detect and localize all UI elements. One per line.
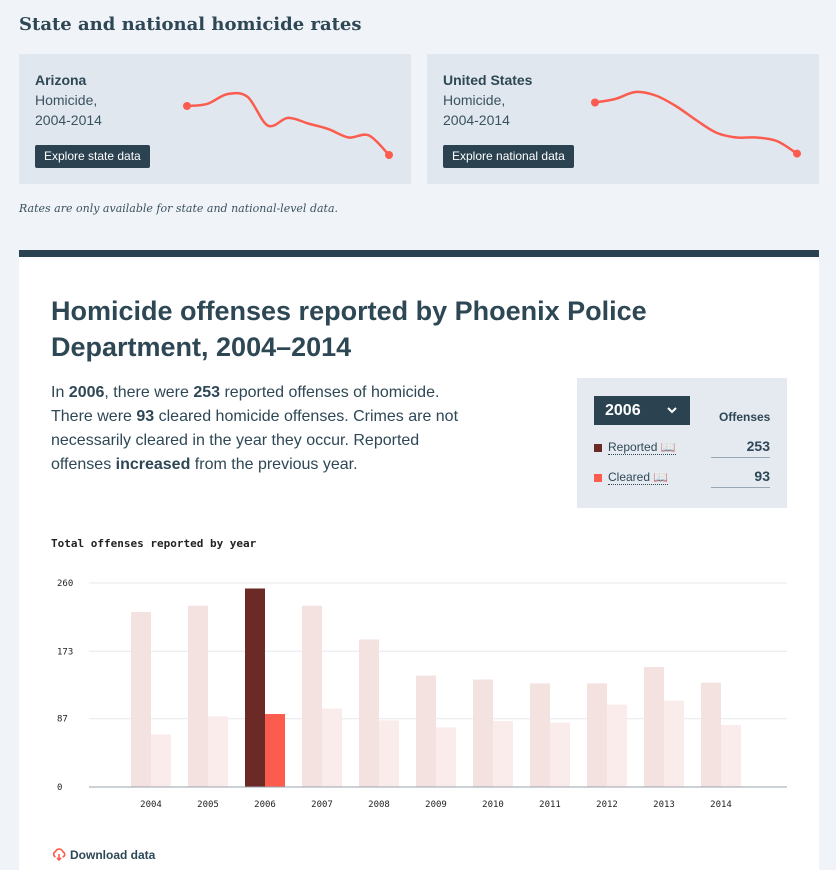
bar-reported-2005[interactable]: [188, 605, 208, 787]
bar-cleared-2014[interactable]: [721, 725, 741, 787]
bar-cleared-2008[interactable]: [379, 720, 399, 787]
summary-part: , there were: [104, 384, 194, 401]
chevron-down-icon: [666, 396, 678, 435]
sparkline-endpoint: [183, 102, 191, 110]
bar-cleared-2006[interactable]: [265, 714, 285, 787]
year-select[interactable]: 2006: [594, 396, 690, 425]
state-years: 2004-2014: [35, 112, 102, 128]
offenses-column-header: Offenses: [719, 410, 771, 424]
sparkline-path: [594, 90, 798, 155]
bar-reported-2006[interactable]: [245, 588, 265, 787]
y-tick-label: 173: [57, 647, 73, 657]
bar-cleared-2010[interactable]: [493, 721, 513, 787]
bar-reported-2013[interactable]: [644, 666, 664, 787]
cleared-label[interactable]: Cleared 📖: [608, 470, 669, 485]
bar-cleared-2009[interactable]: [436, 727, 456, 787]
state-name: Arizona: [35, 72, 87, 88]
rates-note: Rates are only available for state and n…: [19, 202, 339, 215]
national-offense: Homicide,: [443, 92, 506, 108]
panel-title: Homicide offenses reported by Phoenix Po…: [51, 296, 647, 362]
y-tick-label: 260: [57, 579, 73, 589]
summary-part: from the previous year.: [190, 456, 358, 473]
sparkline-endpoint: [793, 149, 801, 158]
bar-reported-2010[interactable]: [473, 679, 493, 787]
bar-cleared-2012[interactable]: [607, 704, 627, 787]
state-trend-sparkline: [183, 91, 393, 159]
x-tick-label: 2007: [311, 800, 333, 810]
reported-label[interactable]: Reported 📖: [608, 440, 676, 455]
bar-cleared-2004[interactable]: [151, 734, 171, 787]
y-tick-label: 0: [57, 783, 62, 793]
cleared-swatch: [594, 474, 602, 482]
x-tick-label: 2004: [140, 800, 162, 810]
x-tick-label: 2008: [368, 800, 390, 810]
bar-reported-2012[interactable]: [587, 683, 607, 787]
reported-value: 253: [711, 438, 770, 458]
explore-national-button[interactable]: Explore national data: [443, 145, 574, 168]
summary-part: reported offenses of homicide. There wer…: [51, 384, 440, 425]
bar-reported-2007[interactable]: [302, 605, 322, 787]
bar-reported-2014[interactable]: [701, 682, 721, 787]
national-trend-sparkline: [591, 90, 801, 158]
offenses-panel: Homicide offenses reported by Phoenix Po…: [19, 250, 819, 870]
sparkline-endpoint: [385, 151, 393, 159]
summary-trend: increased: [115, 456, 191, 473]
download-data-link[interactable]: Download data: [52, 848, 155, 864]
bar-reported-2011[interactable]: [530, 683, 550, 787]
bar-reported-2004[interactable]: [131, 612, 151, 787]
explore-state-button[interactable]: Explore state data: [35, 145, 150, 168]
offenses-bar-chart: 0 87 173 260 2004 2005 2006 2007 2008 2009 2010 201…: [57, 579, 787, 810]
reported-swatch: [594, 444, 602, 452]
cloud-download-icon: [52, 848, 66, 864]
summary-reported: 253: [193, 384, 221, 401]
sparkline-endpoint: [591, 98, 599, 107]
bar-cleared-2013[interactable]: [664, 700, 684, 787]
legend-row-cleared: Cleared 📖 93: [594, 468, 770, 488]
state-offense: Homicide,: [35, 92, 98, 108]
x-tick-label: 2011: [539, 800, 561, 810]
bar-cleared-2007[interactable]: [322, 708, 342, 787]
x-tick-label: 2006: [254, 800, 276, 810]
section-title: State and national homicide rates: [19, 14, 362, 35]
x-tick-label: 2013: [653, 800, 675, 810]
x-tick-label: 2005: [197, 800, 219, 810]
year-select-value: 2006: [605, 402, 641, 419]
x-tick-label: 2014: [710, 800, 732, 810]
legend-row-reported: Reported 📖 253: [594, 438, 770, 458]
bar-reported-2009[interactable]: [416, 675, 436, 787]
download-label: Download data: [70, 848, 156, 863]
x-tick-label: 2010: [482, 800, 504, 810]
summary-part: cleared homicide offenses. Crimes are no…: [51, 408, 459, 473]
summary-year: 2006: [68, 384, 105, 401]
summary-part: In: [51, 384, 69, 401]
state-rate-card: Arizona Homicide, 2004-2014 Explore stat…: [19, 54, 411, 184]
bar-reported-2008[interactable]: [359, 639, 379, 787]
x-tick-label: 2012: [596, 800, 618, 810]
bar-cleared-2005[interactable]: [208, 716, 228, 787]
summary-cleared: 93: [136, 408, 155, 425]
cleared-value: 93: [711, 468, 770, 488]
chart-title: Total offenses reported by year: [51, 537, 257, 550]
national-years: 2004-2014: [443, 112, 510, 128]
x-tick-label: 2009: [425, 800, 447, 810]
bar-cleared-2011[interactable]: [550, 722, 570, 787]
year-legend: 2006 Offenses Reported 📖 253 Cleared 📖 9…: [577, 378, 787, 508]
national-name: United States: [443, 72, 533, 88]
national-rate-card: United States Homicide, 2004-2014 Explor…: [427, 54, 819, 184]
summary-text: In 2006, there were 253 reported offense…: [51, 381, 471, 477]
y-tick-label: 87: [57, 715, 68, 725]
sparkline-path: [186, 91, 390, 156]
